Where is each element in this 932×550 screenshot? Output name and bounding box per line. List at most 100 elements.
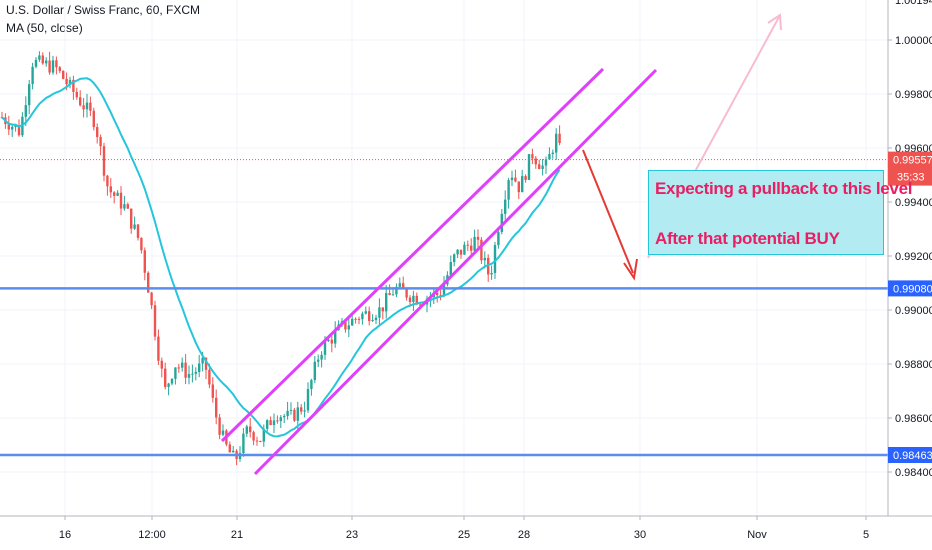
annotation-line-2: After that potential BUY: [655, 229, 840, 248]
countdown-label: 35:33: [897, 172, 925, 184]
candle-body: [283, 416, 286, 418]
candle-body: [361, 313, 364, 320]
candle-body: [109, 186, 112, 193]
candle-body: [140, 237, 143, 251]
price-tick-label: 0.99000: [895, 305, 932, 317]
annotation-box[interactable]: Expecting a pullback to this level After…: [648, 170, 912, 255]
current-price-badge: [888, 151, 932, 186]
candle-body: [58, 67, 61, 72]
candle-body: [201, 357, 204, 364]
time-tick-label: 16: [59, 529, 71, 541]
candle-body: [153, 305, 157, 337]
time-tick-label: 23: [346, 529, 358, 541]
candle-body: [408, 297, 412, 303]
candle-body: [385, 293, 388, 312]
moving-average-line: [1, 77, 561, 438]
candle-body: [167, 383, 170, 387]
time-axis: 16 12:00 21 23 25 28 30 Nov 5: [0, 515, 932, 541]
candle-body: [85, 102, 89, 110]
candle-body: [119, 192, 123, 209]
pullback-arrow-head: [623, 258, 638, 281]
candle-body: [113, 192, 116, 196]
candle-body: [517, 181, 520, 193]
candle-body: [133, 224, 136, 229]
candle-body: [456, 249, 459, 255]
candle-body: [538, 164, 541, 169]
time-tick-label: 21: [231, 529, 243, 541]
candle-body: [286, 410, 289, 417]
candle-body: [476, 236, 480, 240]
candle-body: [62, 71, 65, 79]
candle-body: [473, 236, 476, 251]
candle-body: [419, 304, 422, 306]
candle-body: [507, 180, 510, 200]
candle-body: [524, 176, 527, 180]
candle-body: [327, 339, 330, 342]
candle-body: [82, 105, 85, 110]
candle-body: [102, 146, 106, 176]
candle-body: [65, 78, 68, 85]
candle-body: [194, 371, 197, 374]
candle-body: [293, 409, 296, 421]
candle-body: [11, 126, 14, 130]
candle-body: [279, 417, 282, 422]
candle-body: [334, 329, 337, 344]
candle-body: [368, 311, 371, 322]
candle-body: [402, 283, 405, 290]
candle-body: [504, 199, 507, 214]
candle-body: [24, 105, 27, 117]
candle-body: [99, 137, 102, 147]
candle-body: [521, 176, 524, 193]
candle-body: [493, 245, 497, 274]
price-tick-label: 0.99800: [895, 89, 932, 101]
candle-body: [31, 66, 34, 85]
candle-body: [232, 450, 235, 453]
candle-body: [34, 59, 38, 67]
candle-body: [75, 91, 78, 98]
candle-body: [395, 286, 398, 295]
candle-body: [514, 177, 517, 182]
candle-body: [164, 368, 167, 387]
candle-body: [357, 318, 361, 320]
channel-upper-line: [220, 67, 605, 443]
current-price-label: 0.99557: [893, 155, 932, 167]
candle-body: [269, 420, 272, 426]
pullback-arrow-line: [582, 149, 634, 274]
price-tick-label: 0.98400: [895, 467, 932, 479]
candle-body: [391, 294, 395, 296]
candle-body: [548, 153, 551, 160]
candle-body: [41, 55, 44, 64]
candle-body: [415, 295, 418, 305]
time-tick-label: 12:00: [138, 529, 166, 541]
candle-body: [208, 369, 211, 385]
candle-body: [242, 433, 245, 454]
candle-body: [48, 60, 51, 73]
candle-body: [480, 239, 483, 261]
candle-body: [143, 250, 146, 273]
candle-body: [487, 257, 490, 275]
candle-body: [303, 410, 306, 412]
candle-body: [252, 432, 255, 441]
candle-body: [272, 420, 276, 426]
candle-body: [259, 440, 262, 442]
candle-body: [184, 362, 187, 378]
candle-body: [310, 380, 313, 389]
candle-body: [463, 244, 466, 255]
ma-indicator-label: MA (50, close): [6, 21, 83, 35]
candle-body: [187, 374, 191, 378]
candle-body: [249, 426, 252, 433]
candle-body: [551, 152, 554, 154]
candle-body: [116, 192, 119, 196]
time-tick-label: 5: [863, 529, 869, 541]
candle-body: [296, 407, 299, 421]
candle-body: [14, 125, 17, 127]
price-axis: 0.98400 0.98600 0.98800 0.99000 0.99200 0.994…: [887, 0, 932, 550]
grid: [0, 0, 888, 516]
candle-body: [106, 175, 109, 187]
candle-body: [181, 362, 184, 368]
price-tick-label: 1.00000: [895, 35, 932, 47]
candle-body: [228, 444, 231, 453]
candle-body: [555, 133, 558, 153]
candle-body: [266, 420, 269, 429]
